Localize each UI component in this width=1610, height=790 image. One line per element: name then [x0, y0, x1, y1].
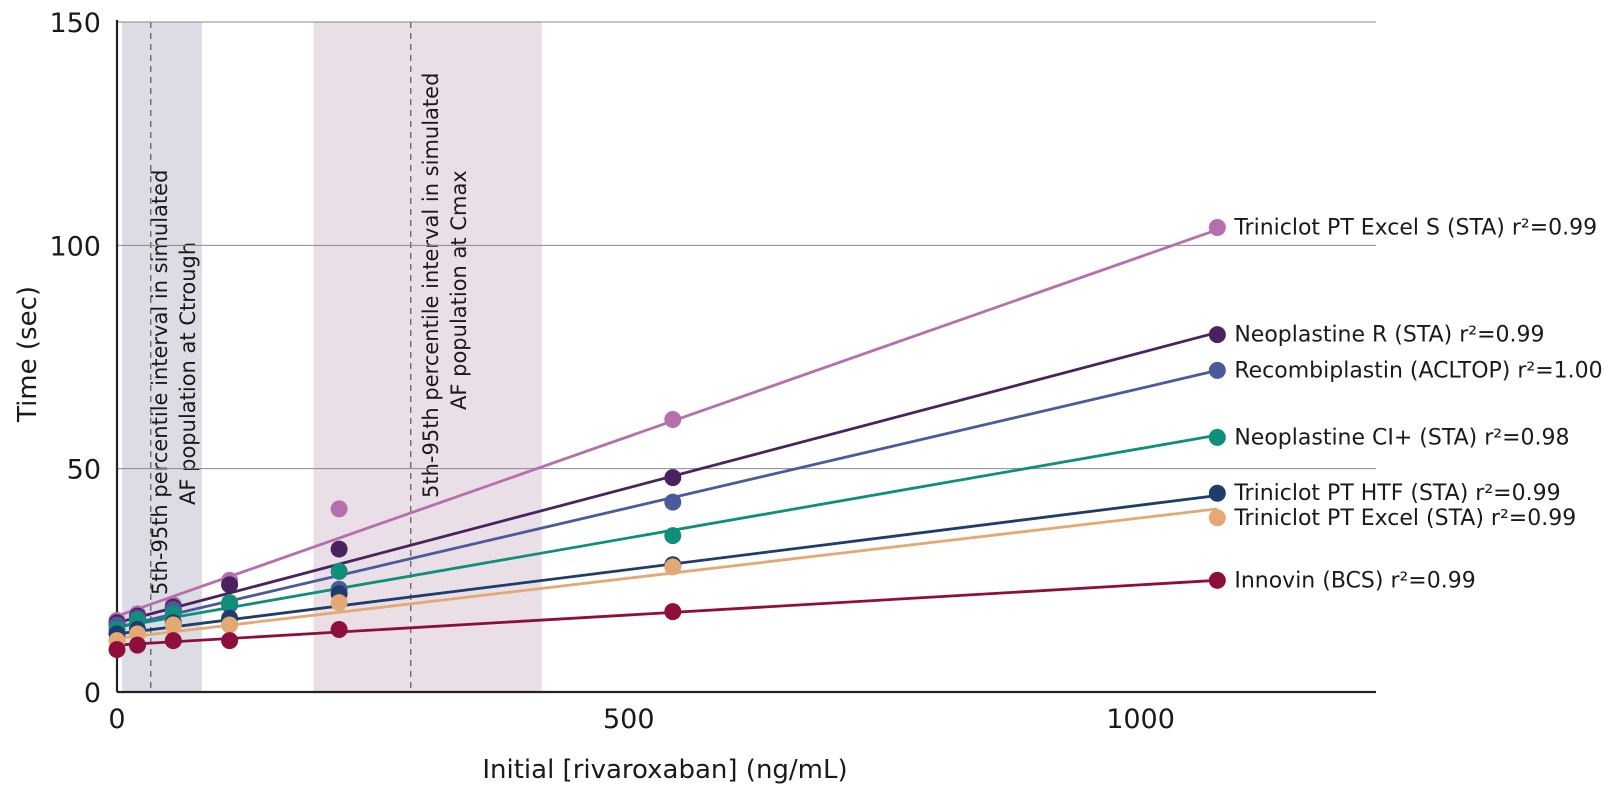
x-tick-label: 0 [108, 704, 125, 735]
data-point [128, 636, 146, 654]
data-point [1208, 484, 1226, 502]
y-axis-title: Time (sec) [13, 286, 43, 423]
data-point [1208, 218, 1226, 236]
band-label-line1: 5th-95th percentile interval in simulate… [148, 170, 172, 595]
data-point [164, 616, 182, 634]
series-label: Innovin (BCS) r²=0.99 [1234, 568, 1475, 593]
fit-lines [116, 228, 1218, 647]
data-point [108, 641, 126, 659]
data-point [330, 620, 348, 638]
x-tick-label: 1000 [1106, 704, 1175, 735]
data-point [330, 594, 348, 612]
series-label: Neoplastine CI+ (STA) r²=0.98 [1234, 425, 1569, 450]
y-tick-label: 100 [49, 231, 101, 262]
data-point [664, 469, 682, 487]
data-point [664, 493, 682, 511]
band-label-line1: 5th-95th percentile interval in simulate… [419, 73, 443, 498]
percentile-bands: 5th-95th percentile interval in simulate… [122, 22, 542, 692]
data-point [330, 500, 348, 518]
data-points [108, 218, 1226, 659]
data-point [1208, 509, 1226, 527]
data-point [1208, 571, 1226, 589]
data-point [221, 632, 239, 650]
band-label-line2: AF population at Cmax [447, 170, 471, 410]
data-point [664, 527, 682, 545]
series-label: Neoplastine R (STA) r²=0.99 [1234, 323, 1544, 348]
y-tick-label: 50 [67, 455, 101, 486]
percentile-band [122, 22, 202, 692]
data-point [664, 603, 682, 621]
series-labels: Triniclot PT Excel S (STA) r²=0.99 Neopla… [1233, 215, 1602, 593]
fit-line [116, 507, 1218, 640]
series-label: Recombiplastin (ACLTOP) r²=1.00 [1234, 358, 1602, 383]
x-tick-label: 500 [603, 704, 655, 735]
band-label-line2: AF population at Ctrough [176, 242, 200, 505]
data-point [221, 594, 239, 612]
axes: 0 50 100 150 0 500 1000 [49, 8, 1376, 735]
series-label: Triniclot PT HTF (STA) r²=0.99 [1233, 481, 1560, 506]
data-point [664, 411, 682, 429]
series-label: Triniclot PT Excel S (STA) r²=0.99 [1233, 215, 1597, 240]
data-point [1208, 326, 1226, 344]
y-tick-label: 0 [84, 678, 101, 709]
x-axis-title: Initial [rivaroxaban] (ng/mL) [482, 755, 847, 785]
y-tick-label: 150 [49, 8, 101, 39]
data-point [1208, 428, 1226, 446]
data-point [221, 616, 239, 634]
data-point [330, 562, 348, 580]
percentile-band [313, 22, 542, 692]
series-label: Triniclot PT Excel (STA) r²=0.99 [1233, 506, 1576, 531]
data-point [664, 558, 682, 576]
data-point [221, 576, 239, 594]
data-point [1208, 361, 1226, 379]
data-point [164, 632, 182, 650]
data-point [330, 540, 348, 558]
gridlines [117, 21, 1376, 470]
